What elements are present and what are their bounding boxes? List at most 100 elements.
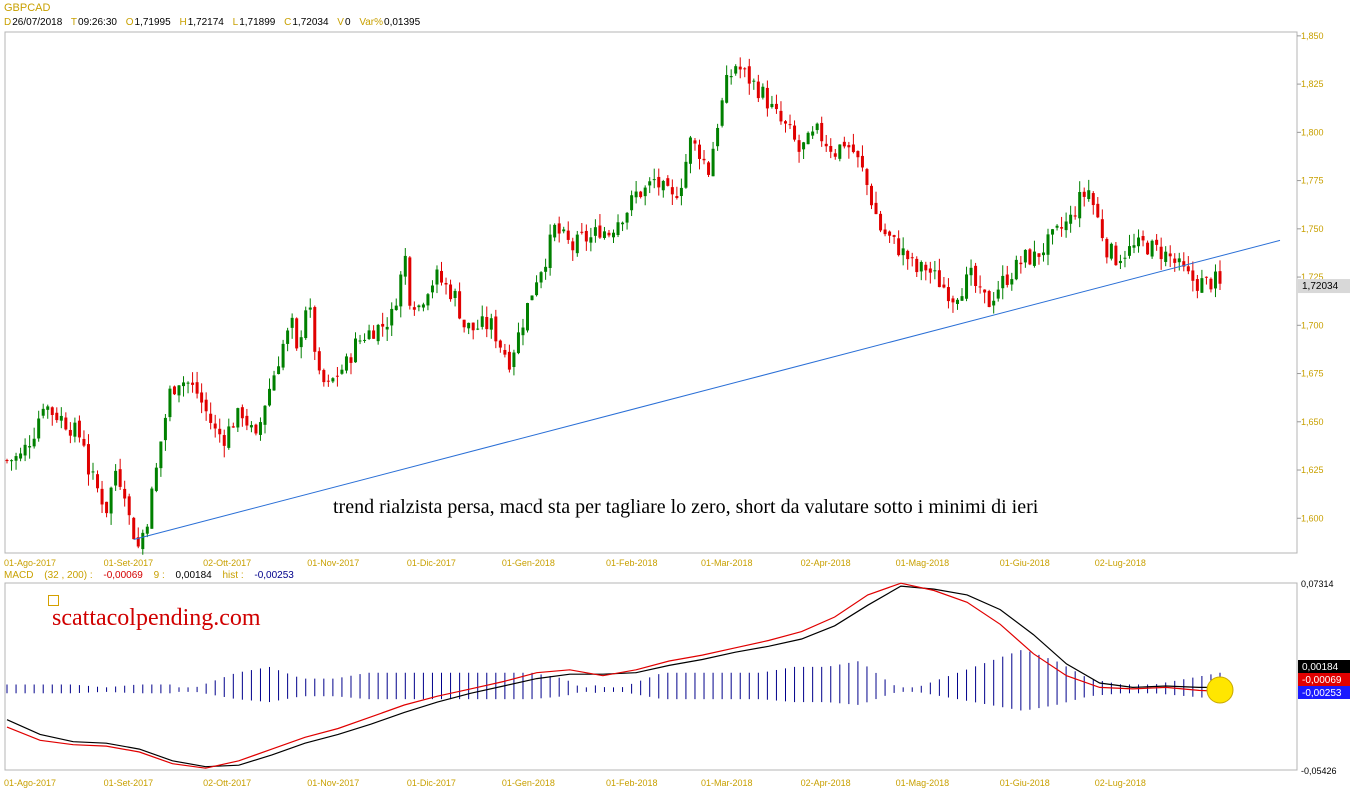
- macd-header: MACD (32 , 200) : -0,00069 9 : 0,00184 h…: [4, 570, 302, 581]
- price-y-tick-label: 1,650: [1301, 417, 1324, 427]
- candle-body: [779, 110, 783, 122]
- price-x-tick-label: 01-Giu-2018: [1000, 558, 1050, 568]
- candle-body: [639, 191, 643, 198]
- candle-body: [679, 187, 683, 197]
- candle-body: [68, 429, 72, 436]
- candle-body: [774, 103, 778, 110]
- candle-body: [236, 408, 240, 428]
- candle-body: [770, 103, 774, 108]
- candle-body: [50, 407, 54, 415]
- candle-body: [498, 340, 502, 348]
- candle-body: [141, 532, 145, 550]
- candle-body: [458, 291, 462, 319]
- candle-body: [661, 180, 665, 191]
- macd-x-tick-label: 01-Feb-2018: [606, 778, 658, 788]
- candle-body: [453, 290, 457, 298]
- candle-body: [1159, 246, 1163, 260]
- price-candles: [5, 57, 1222, 555]
- candle-body: [376, 324, 380, 342]
- candle-body: [996, 289, 1000, 299]
- candle-body: [915, 258, 919, 273]
- macd-value: -0,00069: [103, 570, 143, 581]
- candle-body: [286, 330, 290, 344]
- candle-body: [960, 296, 964, 301]
- candle-body: [584, 230, 588, 242]
- candle-body: [797, 140, 801, 152]
- candle-body: [159, 441, 163, 469]
- candle-body: [136, 537, 140, 547]
- price-y-tick-label: 1,700: [1301, 320, 1324, 330]
- candle-body: [815, 123, 819, 131]
- candle-body: [1173, 258, 1177, 263]
- candle-body: [313, 307, 317, 352]
- candle-body: [367, 330, 371, 339]
- candle-body: [747, 66, 751, 84]
- candle-body: [1082, 191, 1086, 197]
- candle-body: [983, 289, 987, 293]
- candle-body: [879, 213, 883, 231]
- candle-body: [46, 406, 50, 410]
- candle-body: [548, 234, 552, 268]
- candle-body: [317, 351, 321, 371]
- candle-body: [607, 232, 611, 236]
- candle-body: [1177, 258, 1181, 263]
- candle-body: [955, 299, 959, 304]
- candle-body: [340, 369, 344, 374]
- candle-body: [222, 435, 226, 446]
- candle-body: [820, 122, 824, 142]
- macd-x-tick-label: 01-Dic-2017: [407, 778, 456, 788]
- candle-body: [1051, 229, 1055, 235]
- price-y-tick-label: 1,800: [1301, 127, 1324, 137]
- candle-body: [566, 230, 570, 240]
- open-readout: O1,71995: [125, 17, 171, 28]
- hist-label: hist :: [222, 570, 244, 581]
- candle-body: [856, 151, 860, 158]
- candle-body: [1037, 253, 1041, 257]
- candle-body: [277, 366, 281, 375]
- candle-body: [924, 264, 928, 271]
- candle-body: [851, 144, 855, 153]
- candle-body: [580, 231, 584, 233]
- macd-x-tick-label: 01-Set-2017: [104, 778, 154, 788]
- candle-body: [507, 351, 511, 370]
- macd-value-badge: [1298, 686, 1350, 699]
- candle-body: [553, 224, 557, 238]
- candle-body: [919, 261, 923, 272]
- candle-body: [625, 212, 629, 223]
- price-x-tick-label: 02-Ott-2017: [203, 558, 251, 568]
- candle-body: [349, 357, 353, 363]
- candle-body: [23, 444, 27, 456]
- low-readout: L1,71899: [232, 17, 276, 28]
- candle-body: [897, 238, 901, 256]
- macd-histogram: [6, 650, 1221, 711]
- candle-body: [394, 305, 398, 311]
- last-price-badge: [1298, 279, 1350, 294]
- candle-body: [154, 467, 158, 491]
- candle-body: [1073, 215, 1077, 217]
- candle-body: [1137, 237, 1141, 247]
- candle-body: [1087, 190, 1091, 200]
- price-x-tick-label: 01-Gen-2018: [502, 558, 555, 568]
- candle-body: [765, 87, 769, 109]
- candle-body: [114, 470, 118, 486]
- price-y-tick-label: 1,675: [1301, 369, 1324, 379]
- candle-body: [195, 382, 199, 394]
- price-y-tick-label: 1,850: [1301, 31, 1324, 41]
- candle-body: [467, 322, 471, 329]
- candle-body: [1064, 221, 1068, 231]
- macd-x-tick-label: 02-Lug-2018: [1095, 778, 1146, 788]
- candle-body: [593, 227, 597, 236]
- candle-body: [1213, 271, 1217, 289]
- candle-body: [562, 229, 566, 232]
- candle-body: [145, 526, 149, 534]
- candle-body: [892, 235, 896, 237]
- candle-body: [1091, 193, 1095, 206]
- candle-body: [503, 349, 507, 355]
- macd-value-badge-label: -0,00069: [1302, 675, 1342, 686]
- macd-x-tick-label: 01-Ago-2017: [4, 778, 56, 788]
- candle-body: [295, 318, 299, 349]
- candle-body: [612, 232, 615, 238]
- candle-body: [910, 257, 914, 259]
- time-readout: T09:26:30: [70, 17, 117, 28]
